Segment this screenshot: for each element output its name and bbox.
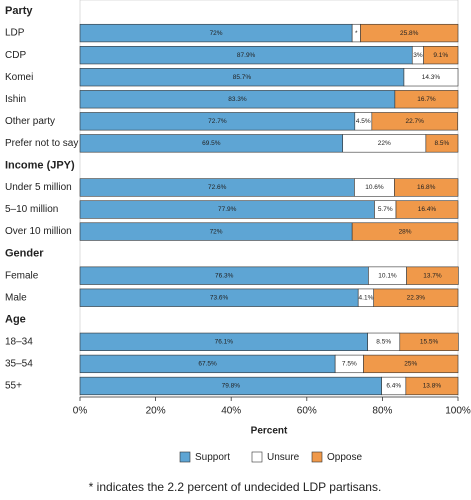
value-label: 13.7% — [423, 272, 442, 279]
group-header: Gender — [5, 248, 44, 260]
value-label: 22.3% — [407, 294, 426, 301]
category-label: Female — [5, 270, 39, 281]
category-label: CDP — [5, 50, 26, 61]
value-label: 3% — [413, 52, 423, 59]
value-label: 10.1% — [378, 272, 397, 279]
value-label: 8.5% — [435, 140, 450, 147]
category-label: Other party — [5, 116, 55, 127]
bar-segment — [360, 23, 459, 43]
value-label: 4.1% — [359, 294, 374, 301]
value-label: 25.8% — [400, 30, 419, 37]
category-label: Over 10 million — [5, 226, 72, 237]
legend-label: Unsure — [267, 452, 300, 463]
x-tick-label: 80% — [372, 406, 392, 417]
bar-segment — [405, 376, 459, 396]
category-label: LDP — [5, 28, 25, 39]
value-label: 15.5% — [420, 339, 439, 346]
value-label: 10.6% — [365, 184, 384, 191]
value-label: * — [355, 30, 358, 37]
value-label: 79.8% — [222, 383, 241, 390]
x-tick-label: 100% — [445, 406, 471, 417]
value-label: 67.5% — [198, 361, 217, 368]
category-label: 55+ — [5, 381, 22, 392]
value-label: 6.4% — [386, 383, 401, 390]
value-label: 72% — [210, 228, 223, 235]
value-label: 87.9% — [237, 52, 256, 59]
value-label: 4.5% — [356, 118, 371, 125]
bar-segment — [371, 112, 458, 131]
category-label: Ishin — [5, 94, 26, 105]
category-label: Prefer not to say — [5, 138, 78, 149]
value-label: 85.7% — [233, 74, 252, 81]
category-label: 5–10 million — [5, 204, 58, 215]
category-label: 18–34 — [5, 337, 33, 348]
category-label: 35–54 — [5, 359, 33, 370]
plot-panel — [79, 0, 459, 398]
legend-label: Support — [195, 452, 230, 463]
value-label: 7.5% — [342, 361, 357, 368]
category-label: Under 5 million — [5, 182, 72, 193]
value-label: 83.3% — [228, 96, 247, 103]
group-header: Income (JPY) — [5, 159, 75, 171]
value-label: 28% — [399, 228, 412, 235]
bar-segment — [363, 354, 459, 374]
bar-segment — [394, 90, 459, 109]
group-header: Age — [5, 314, 26, 326]
bar-segment — [403, 68, 459, 87]
x-tick-label: 40% — [221, 406, 241, 417]
footnote: * indicates the 2.2 percent of undecided… — [89, 480, 382, 494]
value-label: 8.5% — [376, 339, 391, 346]
value-label: 72.7% — [208, 118, 227, 125]
value-label: 72.6% — [208, 184, 227, 191]
bar-segment — [425, 134, 459, 153]
legend-swatch — [179, 451, 191, 463]
legend-label: Oppose — [327, 452, 362, 463]
value-label: 72% — [210, 30, 223, 37]
value-label: 5.7% — [378, 206, 393, 213]
category-label: Male — [5, 292, 27, 303]
bar-segment — [394, 178, 459, 197]
category-label: Komei — [5, 72, 33, 83]
x-axis-title: Percent — [251, 426, 288, 437]
legend-swatch — [311, 451, 323, 463]
value-label: 14.3% — [422, 74, 441, 81]
bar-segment — [399, 332, 459, 351]
value-label: 16.4% — [418, 206, 437, 213]
value-label: 76.3% — [215, 272, 234, 279]
bar-segment — [406, 266, 459, 285]
value-label: 73.6% — [210, 294, 229, 301]
value-label: 77.9% — [218, 206, 237, 213]
value-label: 76.1% — [215, 339, 234, 346]
legend-swatch — [251, 451, 263, 463]
value-label: 22% — [378, 140, 391, 147]
value-label: 22.7% — [406, 118, 425, 125]
bar-segment — [373, 288, 459, 307]
value-label: 9.1% — [433, 52, 448, 59]
group-header: Party — [5, 5, 33, 17]
x-tick-label: 60% — [297, 406, 317, 417]
x-tick-label: 0% — [73, 406, 88, 417]
bar-segment — [351, 222, 459, 241]
value-label: 69.5% — [202, 140, 221, 147]
value-label: 13.8% — [423, 383, 442, 390]
bar-segment — [423, 46, 459, 65]
value-label: 16.8% — [417, 184, 436, 191]
bar-segment — [395, 200, 459, 219]
value-label: 16.7% — [417, 96, 436, 103]
value-label: 25% — [404, 361, 417, 368]
x-tick-label: 20% — [146, 406, 166, 417]
